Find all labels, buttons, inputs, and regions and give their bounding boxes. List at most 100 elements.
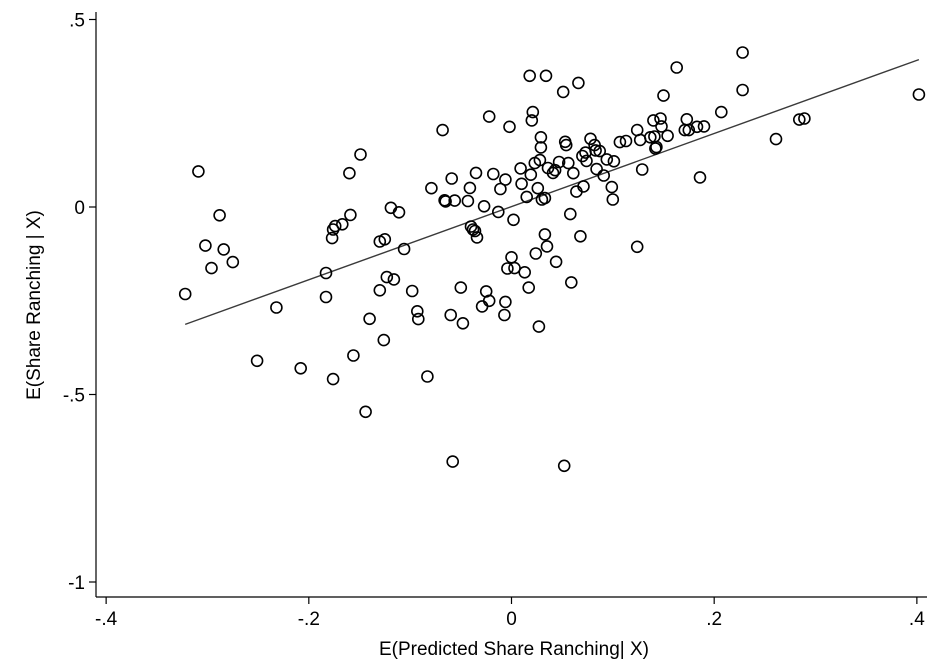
data-point bbox=[438, 194, 451, 207]
points-layer bbox=[178, 46, 926, 473]
data-point bbox=[654, 112, 667, 125]
data-point bbox=[213, 209, 226, 222]
data-point bbox=[463, 181, 477, 195]
data-point bbox=[205, 261, 218, 275]
data-point bbox=[534, 141, 548, 154]
data-point bbox=[520, 190, 534, 204]
data-point bbox=[468, 224, 482, 238]
data-point bbox=[343, 166, 356, 180]
data-point bbox=[199, 239, 212, 252]
data-point bbox=[373, 283, 387, 297]
data-point bbox=[363, 312, 376, 326]
data-point bbox=[538, 191, 552, 205]
data-point bbox=[436, 123, 449, 137]
data-point bbox=[250, 354, 264, 368]
data-point bbox=[326, 372, 340, 386]
x-axis-title: E(Predicted Share Ranching| X) bbox=[379, 639, 649, 660]
y-tick-label: .5 bbox=[69, 11, 85, 32]
data-point bbox=[387, 273, 401, 286]
data-point bbox=[178, 287, 192, 301]
data-point bbox=[486, 167, 500, 181]
data-point bbox=[425, 181, 438, 195]
data-point bbox=[564, 276, 578, 289]
data-point bbox=[769, 132, 783, 146]
data-point bbox=[335, 218, 349, 231]
data-point bbox=[499, 295, 512, 309]
data-point bbox=[561, 156, 575, 170]
data-point bbox=[590, 162, 603, 176]
data-point bbox=[359, 405, 372, 419]
data-point bbox=[630, 240, 644, 254]
data-point bbox=[557, 459, 571, 473]
data-point bbox=[470, 231, 484, 244]
data-point bbox=[574, 230, 587, 243]
data-point bbox=[534, 131, 548, 144]
data-point bbox=[650, 140, 663, 154]
data-point bbox=[559, 138, 573, 152]
data-point bbox=[589, 144, 602, 157]
data-point bbox=[498, 308, 511, 322]
data-point bbox=[501, 262, 514, 275]
x-tick-label: 0 bbox=[506, 609, 517, 630]
data-point bbox=[328, 219, 342, 233]
data-point bbox=[546, 166, 560, 180]
data-point bbox=[397, 242, 411, 256]
fit-line bbox=[184, 58, 920, 326]
y-tick-label: 0 bbox=[74, 198, 85, 219]
data-point bbox=[491, 205, 505, 219]
data-point bbox=[533, 153, 547, 167]
y-axis-ticks: .5 0 -.5 -1 bbox=[63, 11, 96, 594]
data-point bbox=[410, 304, 424, 318]
data-point bbox=[682, 123, 696, 137]
data-point bbox=[226, 255, 240, 269]
data-point bbox=[580, 154, 593, 168]
data-point bbox=[539, 69, 553, 83]
data-point bbox=[482, 110, 496, 123]
data-point bbox=[680, 113, 694, 126]
data-point bbox=[792, 113, 806, 126]
data-point bbox=[531, 181, 545, 195]
data-point bbox=[507, 213, 520, 227]
data-point bbox=[508, 261, 521, 275]
data-point bbox=[294, 361, 308, 375]
data-point bbox=[270, 301, 283, 314]
data-point bbox=[380, 270, 394, 284]
data-point bbox=[661, 129, 674, 143]
data-point bbox=[377, 333, 391, 347]
data-point bbox=[494, 182, 507, 196]
data-point bbox=[697, 120, 711, 133]
data-point bbox=[633, 133, 647, 147]
data-point bbox=[538, 228, 552, 241]
data-point bbox=[439, 195, 452, 208]
data-point bbox=[526, 105, 540, 119]
data-point bbox=[347, 349, 360, 362]
data-point bbox=[584, 132, 597, 146]
data-point bbox=[524, 168, 538, 181]
data-point bbox=[421, 370, 434, 383]
x-axis-ticks: -.4 -.2 0 .2 .4 bbox=[95, 597, 925, 630]
data-point bbox=[444, 308, 458, 322]
data-point bbox=[563, 207, 577, 221]
x-tick-label: .2 bbox=[706, 609, 722, 630]
data-point bbox=[635, 163, 649, 176]
data-point bbox=[670, 61, 684, 74]
data-point bbox=[446, 455, 460, 468]
data-point bbox=[469, 166, 483, 180]
data-point bbox=[475, 300, 489, 313]
data-point bbox=[523, 69, 537, 83]
data-point bbox=[354, 148, 367, 161]
x-tick-label: -.2 bbox=[298, 609, 320, 630]
data-point bbox=[736, 46, 749, 59]
data-point bbox=[532, 320, 546, 333]
data-point bbox=[505, 250, 518, 264]
data-point bbox=[378, 233, 392, 246]
data-point bbox=[411, 312, 425, 326]
data-point bbox=[405, 284, 419, 298]
data-point bbox=[552, 155, 566, 169]
data-point bbox=[619, 134, 633, 148]
data-point bbox=[912, 88, 926, 101]
data-point bbox=[798, 112, 811, 125]
data-point bbox=[577, 180, 590, 193]
data-point bbox=[540, 240, 554, 253]
